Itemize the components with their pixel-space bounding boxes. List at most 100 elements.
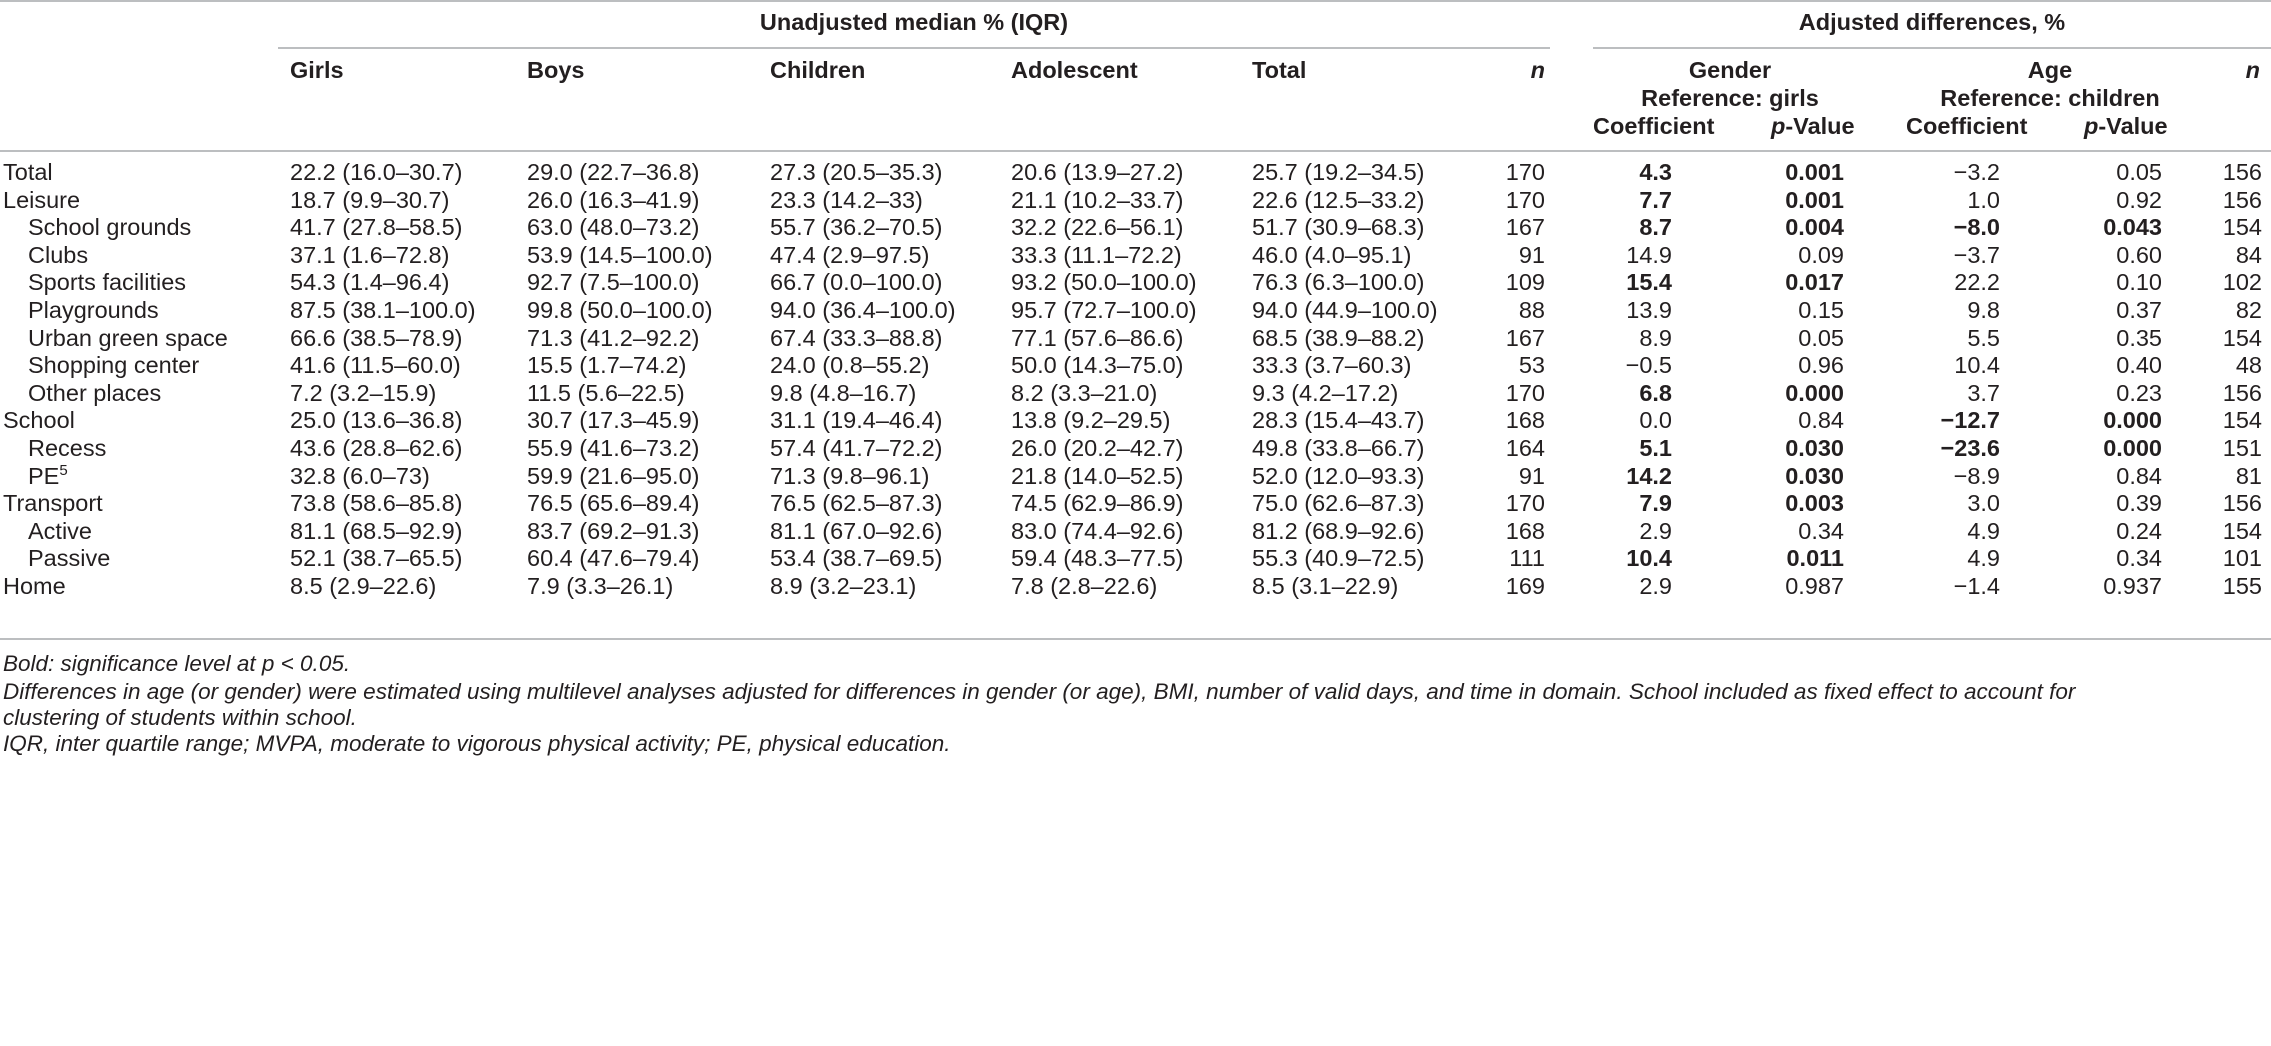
cell-n2: 154 [2222, 324, 2262, 351]
cell-boys: 92.7 (7.5–100.0) [527, 269, 700, 296]
cell-n2: 155 [2222, 573, 2262, 599]
cell-girls: 66.6 (38.5–78.9) [290, 324, 463, 351]
cell-gender-coefficient: 10.4 [1626, 545, 1672, 572]
row-label: Sports facilities [28, 269, 187, 296]
cell-age-coefficient: 1.0 [1967, 186, 2000, 213]
col-header-adolescent: Adolescent [1011, 57, 1138, 83]
cell-boys: 83.7 (69.2–91.3) [527, 517, 700, 544]
cell-age-p-value: 0.043 [2103, 214, 2162, 241]
cell-gender-coefficient: 4.3 [1639, 159, 1672, 185]
cell-boys: 59.9 (21.6–95.0) [527, 462, 700, 489]
cell-n: 109 [1505, 269, 1545, 296]
cell-age-p-value: 0.05 [2116, 159, 2162, 185]
cell-boys: 99.8 (50.0–100.0) [527, 297, 713, 323]
cell-boys: 26.0 (16.3–41.9) [527, 186, 700, 213]
row-label: Other places [28, 379, 162, 406]
cell-gender-p-value: 0.987 [1785, 573, 1844, 599]
cell-girls: 81.1 (68.5–92.9) [290, 517, 463, 544]
cell-n: 170 [1505, 186, 1545, 213]
row-label: Active [28, 517, 92, 544]
cell-children: 23.3 (14.2–33) [770, 186, 923, 213]
col-header-gender-reference: Reference: girls [1641, 85, 1819, 111]
cell-age-p-value: 0.000 [2103, 435, 2162, 461]
cell-gender-p-value: 0.34 [1798, 517, 1844, 544]
cell-adolescent: 7.8 (2.8–22.6) [1011, 573, 1158, 599]
row-label: Transport [3, 490, 103, 517]
cell-boys: 7.9 (3.3–26.1) [527, 573, 674, 599]
cell-boys: 55.9 (41.6–73.2) [527, 435, 700, 461]
row-label: Leisure [3, 186, 81, 213]
cell-girls: 52.1 (38.7–65.5) [290, 545, 463, 572]
col-header-boys: Boys [527, 57, 585, 83]
cell-total: 33.3 (3.7–60.3) [1252, 352, 1412, 379]
footnote-abbreviations: IQR, inter quartile range; MVPA, moderat… [3, 731, 951, 756]
cell-girls: 87.5 (38.1–100.0) [290, 297, 476, 323]
cell-n2: 156 [2222, 490, 2262, 517]
cell-gender-p-value: 0.000 [1785, 379, 1844, 406]
cell-n: 111 [1509, 545, 1545, 572]
row-label: Urban green space [28, 324, 228, 351]
cell-gender-coefficient: 2.9 [1639, 573, 1672, 599]
cell-gender-coefficient: 2.9 [1639, 517, 1672, 544]
cell-gender-p-value: 0.09 [1798, 241, 1844, 268]
cell-age-coefficient: −3.7 [1953, 241, 2000, 268]
row-label: Recess [28, 435, 107, 461]
cell-age-coefficient: 3.0 [1967, 490, 2000, 517]
cell-total: 51.7 (30.9–68.3) [1252, 214, 1425, 241]
cell-adolescent: 21.1 (10.2–33.7) [1011, 186, 1184, 213]
cell-gender-p-value: 0.030 [1785, 462, 1844, 489]
cell-age-coefficient: −3.2 [1953, 159, 2000, 185]
cell-total: 9.3 (4.2–17.2) [1252, 379, 1399, 406]
cell-children: 47.4 (2.9–97.5) [770, 241, 930, 268]
row-label: Passive [28, 545, 111, 572]
cell-gender-p-value: 0.011 [1786, 545, 1844, 572]
cell-adolescent: 77.1 (57.6–86.6) [1011, 324, 1184, 351]
cell-gender-coefficient: 7.7 [1639, 186, 1672, 213]
cell-n: 167 [1505, 324, 1545, 351]
row-label: Clubs [28, 241, 89, 268]
cell-age-p-value: 0.39 [2116, 490, 2162, 517]
row-label: Home [3, 573, 66, 599]
col-header-gender: Gender [1688, 57, 1772, 83]
cell-age-p-value: 0.92 [2116, 186, 2162, 213]
cell-n: 169 [1505, 573, 1545, 599]
cell-total: 68.5 (38.9–88.2) [1252, 324, 1425, 351]
cell-gender-p-value: 0.001 [1785, 159, 1844, 185]
cell-total: 52.0 (12.0–93.3) [1252, 462, 1425, 489]
cell-total: 76.3 (6.3–100.0) [1252, 269, 1425, 296]
footnote-bold: Bold: significance level at p < 0.05. [3, 651, 351, 676]
cell-age-p-value: 0.35 [2116, 324, 2162, 351]
cell-age-p-value: 0.937 [2103, 573, 2162, 599]
cell-n2: 82 [2235, 297, 2262, 323]
col-header-age-reference: Reference: children [1940, 85, 2160, 111]
cell-children: 66.7 (0.0–100.0) [770, 269, 943, 296]
cell-n2: 154 [2222, 407, 2262, 434]
col-header-children: Children [770, 57, 866, 83]
footnote-method-line2: clustering of students within school. [3, 705, 357, 730]
row-label: Playgrounds [28, 297, 159, 323]
cell-n2: 154 [2222, 214, 2262, 241]
cell-gender-coefficient: 5.1 [1639, 435, 1672, 461]
table-bottom-rule [0, 638, 2271, 640]
cell-n: 91 [1518, 241, 1545, 268]
cell-gender-p-value: 0.017 [1785, 269, 1844, 296]
cell-adolescent: 8.2 (3.3–21.0) [1011, 379, 1158, 406]
cell-n: 167 [1505, 214, 1545, 241]
cell-girls: 7.2 (3.2–15.9) [290, 379, 437, 406]
cell-gender-p-value: 0.030 [1785, 435, 1844, 461]
cell-boys: 71.3 (41.2–92.2) [527, 324, 700, 351]
footnote-method-line1: Differences in age (or gender) were esti… [3, 679, 2076, 704]
cell-gender-coefficient: 0.0 [1639, 407, 1672, 434]
cell-boys: 29.0 (22.7–36.8) [527, 159, 700, 185]
cell-age-coefficient: −8.9 [1953, 462, 2000, 489]
row-label: Total [3, 159, 53, 185]
cell-n2: 48 [2235, 352, 2262, 379]
cell-gender-coefficient: 13.9 [1626, 297, 1672, 323]
cell-n2: 156 [2222, 379, 2262, 406]
cell-n: 170 [1505, 490, 1545, 517]
cell-adolescent: 95.7 (72.7–100.0) [1011, 297, 1197, 323]
cell-children: 76.5 (62.5–87.3) [770, 490, 943, 517]
cell-n2: 102 [2222, 269, 2262, 296]
cell-children: 57.4 (41.7–72.2) [770, 435, 943, 461]
cell-children: 81.1 (67.0–92.6) [770, 517, 943, 544]
